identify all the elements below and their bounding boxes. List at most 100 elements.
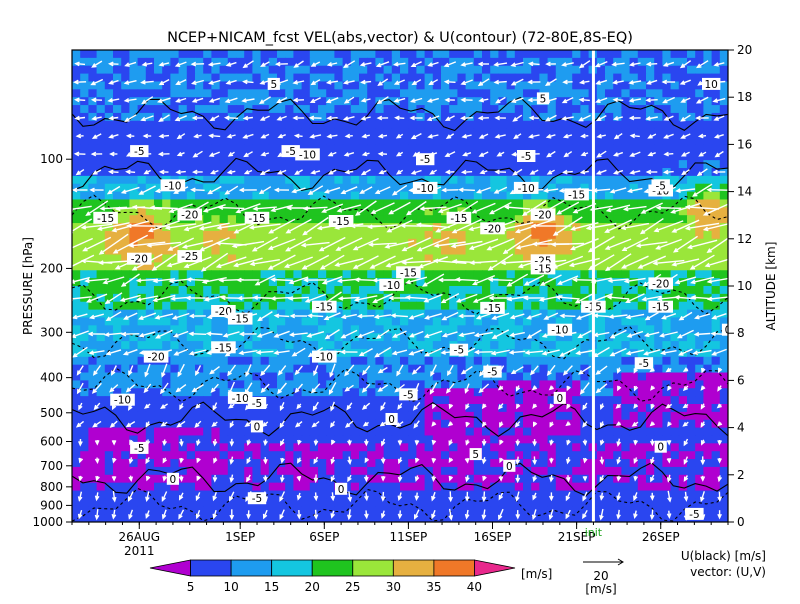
speed-cell	[96, 466, 106, 476]
speed-cell	[654, 380, 663, 389]
speed-cell	[121, 356, 130, 366]
speed-cell	[318, 89, 327, 98]
speed-cell	[186, 514, 196, 522]
speed-cell	[687, 333, 696, 342]
speed-cell	[318, 404, 327, 413]
speed-cell	[244, 427, 253, 437]
speed-cell	[113, 419, 122, 429]
speed-cell	[637, 317, 647, 326]
speed-cell	[359, 215, 368, 224]
speed-cell	[457, 105, 467, 114]
speed-cell	[375, 325, 385, 334]
speed-cell	[318, 65, 327, 75]
speed-cell	[432, 498, 442, 507]
speed-cell	[539, 451, 549, 460]
speed-cell	[596, 183, 606, 193]
speed-cell	[711, 286, 721, 295]
speed-cell	[637, 152, 647, 161]
speed-cell	[334, 333, 344, 342]
speed-cell	[211, 380, 221, 389]
speed-cell	[285, 514, 294, 522]
speed-cell	[432, 191, 442, 201]
speed-cell	[309, 65, 319, 75]
speed-cell	[72, 105, 81, 114]
speed-cell	[203, 356, 212, 366]
speed-cell	[350, 152, 360, 161]
speed-cell	[613, 215, 622, 224]
speed-cell	[465, 65, 475, 75]
speed-cell	[547, 427, 557, 437]
speed-cell	[178, 317, 188, 326]
speed-cell	[629, 160, 639, 169]
speed-cell	[203, 466, 212, 476]
speed-cell	[145, 498, 155, 507]
speed-cell	[88, 356, 98, 366]
speed-cell	[80, 57, 89, 67]
speed-cell	[293, 270, 303, 279]
speed-cell	[186, 341, 196, 350]
wind-vector	[141, 96, 154, 105]
speed-cell	[391, 254, 401, 263]
speed-cell	[391, 514, 401, 522]
speed-cell	[80, 356, 89, 366]
speed-cell	[145, 152, 155, 161]
speed-cell	[523, 254, 532, 263]
speed-cell	[359, 514, 368, 522]
speed-cell	[465, 514, 475, 522]
speed-cell	[236, 136, 245, 145]
speed-cell	[514, 191, 524, 201]
speed-cell	[449, 270, 458, 279]
speed-cell	[629, 451, 639, 460]
speed-cell	[260, 301, 270, 311]
speed-cell	[285, 498, 294, 507]
speed-cell	[506, 372, 516, 381]
speed-cell	[359, 459, 368, 468]
speed-cell	[547, 388, 557, 397]
speed-cell	[482, 388, 491, 397]
speed-cell	[555, 160, 565, 169]
speed-cell	[80, 466, 89, 476]
speed-cell	[301, 73, 311, 83]
speed-cell	[498, 435, 508, 444]
speed-cell	[473, 498, 483, 507]
speed-cell	[137, 293, 147, 303]
speed-cell	[383, 333, 393, 342]
speed-cell	[326, 136, 335, 145]
speed-cell	[129, 309, 139, 319]
speed-cell	[473, 97, 483, 106]
speed-cell	[695, 459, 704, 468]
speed-cell	[514, 333, 524, 342]
speed-cell	[449, 474, 458, 484]
speed-cell	[605, 443, 614, 452]
speed-cell	[383, 356, 393, 366]
speed-cell	[104, 230, 114, 240]
speed-cell	[465, 136, 475, 145]
speed-cell	[80, 427, 89, 437]
speed-cell	[637, 459, 647, 468]
speed-cell	[391, 73, 401, 83]
speed-cell	[449, 286, 458, 295]
wind-vector	[377, 78, 389, 87]
speed-cell	[416, 466, 426, 476]
speed-cell	[662, 498, 672, 507]
speed-cell	[408, 404, 417, 413]
speed-cell	[375, 238, 385, 248]
speed-cell	[145, 160, 155, 169]
speed-cell	[678, 183, 688, 193]
speed-cell	[88, 238, 98, 248]
speed-cell	[547, 230, 557, 240]
speed-cell	[121, 73, 130, 83]
speed-cell	[178, 144, 188, 153]
speed-cell	[555, 136, 565, 145]
speed-cell	[539, 270, 549, 279]
speed-cell	[244, 411, 253, 421]
wind-vector	[292, 97, 305, 103]
speed-cell	[219, 466, 229, 476]
speed-cell	[145, 482, 155, 492]
speed-cell	[113, 514, 122, 522]
speed-cell	[408, 411, 417, 421]
speed-cell	[309, 230, 319, 240]
speed-cell	[88, 254, 98, 263]
speed-cell	[490, 112, 499, 122]
speed-cell	[350, 396, 360, 405]
